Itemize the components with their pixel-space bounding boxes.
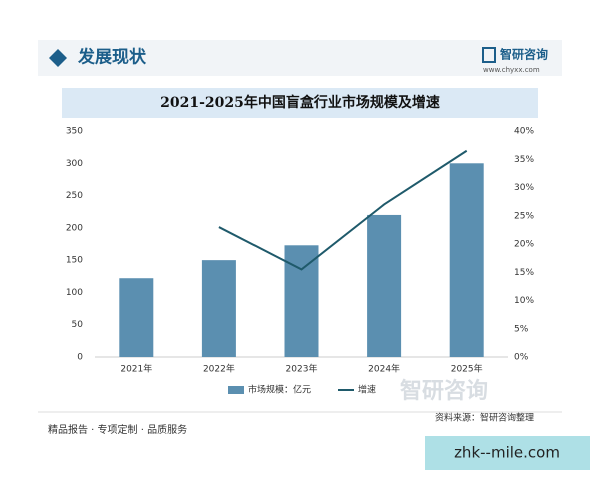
- header-band: [38, 40, 562, 76]
- y-tick-label: 300: [66, 159, 83, 169]
- header-icon: [49, 49, 67, 67]
- brand-url: www.chyxx.com: [483, 66, 540, 74]
- y-tick-label: 250: [66, 191, 83, 201]
- header-title: 发展现状: [77, 47, 147, 68]
- watermark-box: [425, 436, 590, 470]
- y-tick-label: 350: [66, 127, 83, 137]
- y2-tick-label: 20%: [514, 240, 534, 250]
- legend-watermark: 智研咨询: [400, 378, 488, 404]
- source: 资料来源：智研咨询整理: [435, 412, 534, 424]
- bar: [367, 214, 402, 357]
- legend-swatch: [228, 386, 244, 394]
- y2-tick-label: 15%: [514, 268, 534, 278]
- legend-label: 增速: [358, 384, 376, 396]
- bar: [284, 245, 319, 357]
- footer: 精品报告 · 专项定制 · 品质服务: [48, 423, 187, 436]
- x-tick-label: 2025年: [451, 363, 483, 375]
- y2-tick-label: 25%: [514, 211, 534, 221]
- y-tick-label: 100: [66, 288, 83, 298]
- y-tick-label: 150: [66, 256, 83, 266]
- x-tick-label: 2021年: [120, 363, 152, 375]
- y2-tick-label: 5%: [514, 324, 529, 334]
- brand-name: 智研咨询: [499, 47, 548, 62]
- x-tick-label: 2022年: [203, 363, 235, 375]
- y2-tick-label: 35%: [514, 155, 534, 165]
- y-tick-label: 50: [72, 320, 84, 330]
- chart-title: 2021-2025年中国盲盒行业市场规模及增速: [160, 94, 440, 111]
- title-band: [62, 88, 538, 118]
- bar: [201, 260, 236, 357]
- x-tick-label: 2024年: [368, 363, 400, 375]
- y-tick-label: 0: [77, 353, 83, 363]
- brand-logo: [482, 47, 496, 63]
- y2-tick-label: 30%: [514, 183, 534, 193]
- y2-tick-label: 40%: [514, 127, 534, 137]
- y2-tick-label: 0%: [514, 353, 529, 363]
- bar: [449, 163, 484, 357]
- y-tick-label: 200: [66, 223, 83, 233]
- bar: [119, 278, 154, 357]
- x-tick-label: 2023年: [286, 363, 318, 375]
- legend-label: 市场规模：亿元: [248, 384, 311, 396]
- y2-tick-label: 10%: [514, 296, 534, 306]
- line: [218, 149, 468, 271]
- watermark: zhk--mile.com: [454, 444, 560, 462]
